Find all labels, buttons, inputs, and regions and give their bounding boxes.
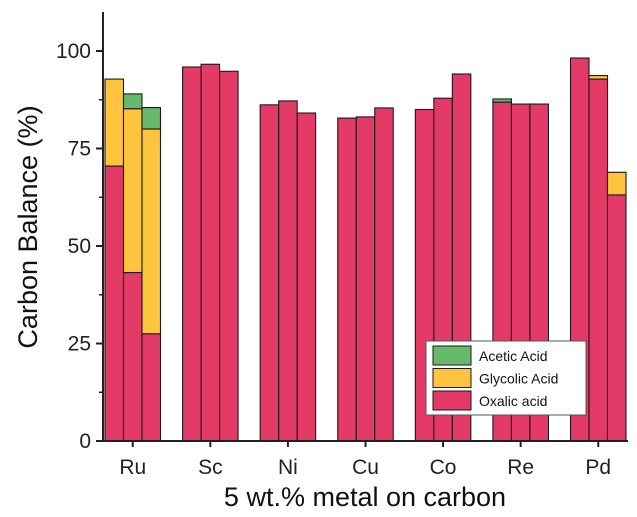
bar-segment-glycolic (122, 108, 143, 274)
bar-segment-glycolic (141, 128, 162, 335)
bar-segment-oxalic (259, 104, 280, 442)
bar-segment-oxalic (278, 100, 298, 442)
x-tick-label: Re (507, 456, 534, 479)
y-tick-label: 75 (68, 138, 91, 161)
legend-label-acetic: Acetic Acid (479, 348, 547, 364)
x-tick-label: Ru (119, 456, 146, 479)
bar-segment-oxalic (182, 66, 202, 442)
x-tick-label: Ni (278, 456, 298, 479)
x-axis-title: 5 wt.% metal on carbon (224, 482, 506, 512)
bar-segment-acetic (492, 98, 512, 103)
bar-segment-oxalic (200, 63, 221, 442)
legend-swatch-acetic (432, 345, 472, 366)
bar-segment-acetic (122, 93, 143, 110)
bar-segment-oxalic (296, 112, 317, 442)
x-tick-label: Cu (352, 456, 379, 479)
y-axis-title: Carbon Balance (%) (13, 105, 43, 348)
bar-segment-glycolic (606, 171, 627, 196)
bar-segment-glycolic (104, 78, 125, 167)
bar-segment-oxalic (606, 194, 627, 442)
bar-segment-acetic (141, 107, 162, 130)
y-tick-label: 25 (68, 333, 91, 356)
x-tick-label: Pd (585, 456, 611, 479)
y-tick-label: 50 (68, 235, 91, 258)
y-tick-label: 100 (56, 40, 91, 63)
x-ticks: Ru Sc Ni Cu Co Re Pd (119, 441, 611, 479)
bar-segment-oxalic (374, 107, 394, 442)
bar-segment-oxalic (588, 78, 609, 442)
legend-label-oxalic: Oxalic acid (479, 393, 547, 409)
bar-segment-oxalic (141, 333, 162, 442)
legend-swatch-glycolic (432, 368, 472, 388)
bar-segment-oxalic (219, 70, 239, 442)
bar-segment-glycolic (588, 75, 609, 80)
x-tick-label: Co (430, 456, 457, 479)
bar-segment-oxalic (337, 117, 357, 442)
bar-segment-oxalic (122, 271, 143, 442)
x-tick-label: Sc (198, 456, 223, 479)
y-ticks: 0 25 50 75 100 (56, 40, 103, 453)
bar-segment-oxalic (355, 116, 376, 442)
legend-swatch-oxalic (432, 390, 472, 411)
legend: Acetic Acid Glycolic Acid Oxalic acid (425, 340, 587, 416)
y-tick-label: 0 (79, 430, 91, 453)
bar-segment-oxalic (104, 165, 125, 442)
legend-label-glycolic: Glycolic Acid (479, 371, 558, 387)
